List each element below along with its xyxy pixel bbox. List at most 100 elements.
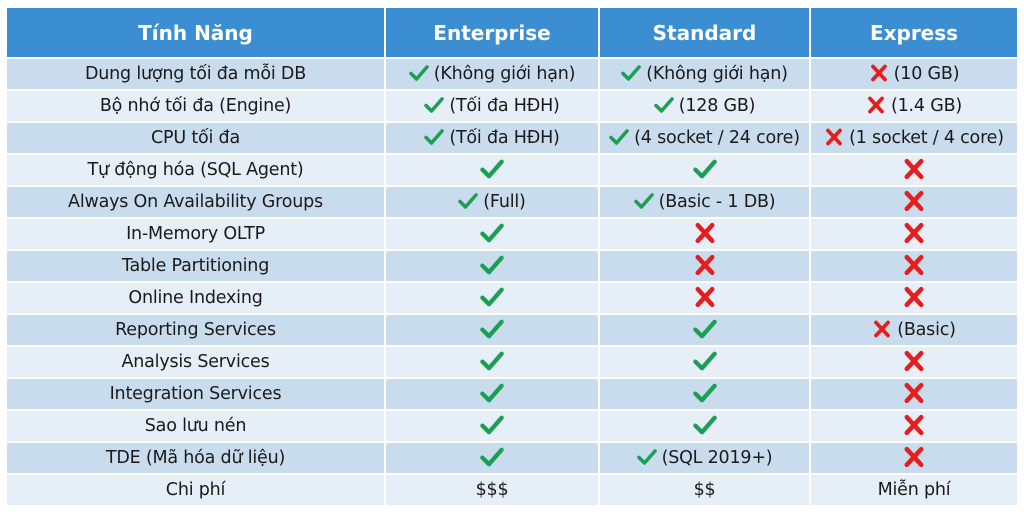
table-row: Analysis Services <box>7 346 1017 379</box>
check-icon <box>609 128 629 146</box>
check-icon <box>458 192 479 210</box>
check-icon <box>480 318 504 340</box>
standard-cell <box>599 282 811 315</box>
feature-cell: Dung lượng tối đa mỗi DB <box>7 58 386 91</box>
enterprise-cell <box>385 282 600 315</box>
feature-cell: Bộ nhớ tối đa (Engine) <box>7 90 386 123</box>
table-row: Sao lưu nén <box>7 410 1017 443</box>
enterprise-cell <box>385 250 600 283</box>
enterprise-cell <box>385 154 600 187</box>
cross-icon <box>693 222 717 244</box>
standard-cell <box>599 218 811 251</box>
standard-cell: (Không giới hạn) <box>599 58 811 91</box>
header-feature: Tính Năng <box>7 8 386 59</box>
table-row: Table Partitioning <box>7 250 1017 283</box>
standard-note: $$ <box>693 480 716 500</box>
check-icon <box>633 192 654 210</box>
table-row: Always On Availability Groups (Full) (Basi… <box>7 186 1017 219</box>
cross-icon <box>866 96 886 114</box>
feature-cell: In-Memory OLTP <box>7 218 386 251</box>
standard-cell <box>599 314 811 347</box>
standard-cell: (4 socket / 24 core) <box>599 122 811 155</box>
feature-cell: Integration Services <box>7 378 386 411</box>
express-cell <box>810 346 1017 379</box>
check-icon <box>480 414 504 436</box>
feature-cell: Tự động hóa (SQL Agent) <box>7 154 386 187</box>
cross-icon <box>902 414 926 436</box>
check-icon <box>480 446 504 468</box>
table-header-row: Tính Năng Enterprise Standard Express <box>7 8 1017 59</box>
express-note: (Basic) <box>897 320 956 340</box>
cross-icon <box>902 222 926 244</box>
check-icon <box>480 158 504 180</box>
table-row: TDE (Mã hóa dữ liệu) (SQL 2019+) <box>7 442 1017 475</box>
feature-cell: TDE (Mã hóa dữ liệu) <box>7 442 386 475</box>
enterprise-cell <box>385 346 600 379</box>
feature-cell: Online Indexing <box>7 282 386 315</box>
edition-comparison-table: Tính Năng Enterprise Standard Express Du… <box>7 8 1017 507</box>
standard-cell: (SQL 2019+) <box>599 442 811 475</box>
enterprise-cell <box>385 442 600 475</box>
cross-icon <box>902 190 926 212</box>
feature-cell: CPU tối đa <box>7 122 386 155</box>
table-row: In-Memory OLTP <box>7 218 1017 251</box>
enterprise-note: (Full) <box>483 192 526 212</box>
standard-cell <box>599 378 811 411</box>
standard-cell: (Basic - 1 DB) <box>599 186 811 219</box>
enterprise-cell <box>385 410 600 443</box>
table-row: Tự động hóa (SQL Agent) <box>7 154 1017 187</box>
express-cell <box>810 154 1017 187</box>
check-icon <box>408 64 429 82</box>
express-cell: (1 socket / 4 core) <box>810 122 1017 155</box>
enterprise-note: $$$ <box>475 480 509 500</box>
table-row: Dung lượng tối đa mỗi DB (Không giới hạn)… <box>7 58 1017 91</box>
table-row: Reporting Services (Basic) <box>7 314 1017 347</box>
check-icon <box>480 286 504 308</box>
enterprise-cell: (Tối đa HĐH) <box>385 90 600 123</box>
feature-cell: Chi phí <box>7 474 386 507</box>
express-cell <box>810 282 1017 315</box>
express-note: (1.4 GB) <box>890 96 962 116</box>
cross-icon <box>902 446 926 468</box>
feature-cell: Analysis Services <box>7 346 386 379</box>
cross-icon <box>693 254 717 276</box>
check-icon <box>480 382 504 404</box>
cross-icon <box>872 320 892 338</box>
header-enterprise: Enterprise <box>385 8 600 59</box>
enterprise-cell: (Full) <box>385 186 600 219</box>
express-cell: Miễn phí <box>810 474 1017 507</box>
express-cell <box>810 442 1017 475</box>
express-cell <box>810 250 1017 283</box>
feature-cell: Sao lưu nén <box>7 410 386 443</box>
express-cell: (Basic) <box>810 314 1017 347</box>
cross-icon <box>869 64 889 82</box>
check-icon <box>653 96 674 114</box>
table-row: Integration Services <box>7 378 1017 411</box>
enterprise-note: (Tối đa HĐH) <box>449 128 560 148</box>
express-cell: (1.4 GB) <box>810 90 1017 123</box>
enterprise-cell: (Không giới hạn) <box>385 58 600 91</box>
header-express: Express <box>810 8 1017 59</box>
check-icon <box>692 382 717 404</box>
comparison-table-container: Tính Năng Enterprise Standard Express Du… <box>7 8 1017 507</box>
check-icon <box>480 254 504 276</box>
cross-icon <box>693 286 717 308</box>
cross-icon <box>902 382 926 404</box>
standard-note: (SQL 2019+) <box>661 448 773 468</box>
standard-note: (Basic - 1 DB) <box>658 192 776 212</box>
enterprise-cell: (Tối đa HĐH) <box>385 122 600 155</box>
feature-cell: Table Partitioning <box>7 250 386 283</box>
standard-note: (Không giới hạn) <box>646 64 788 84</box>
table-row: Bộ nhớ tối đa (Engine) (Tối đa HĐH) (128 G… <box>7 90 1017 123</box>
feature-cell: Reporting Services <box>7 314 386 347</box>
express-note: (1 socket / 4 core) <box>849 128 1004 148</box>
cross-icon <box>902 350 926 372</box>
enterprise-note: (Không giới hạn) <box>433 64 576 84</box>
express-cell <box>810 186 1017 219</box>
check-icon <box>480 222 504 244</box>
check-icon <box>692 158 717 180</box>
check-icon <box>480 350 504 372</box>
standard-cell <box>599 410 811 443</box>
standard-note: (4 socket / 24 core) <box>634 128 800 148</box>
cross-icon <box>902 286 926 308</box>
